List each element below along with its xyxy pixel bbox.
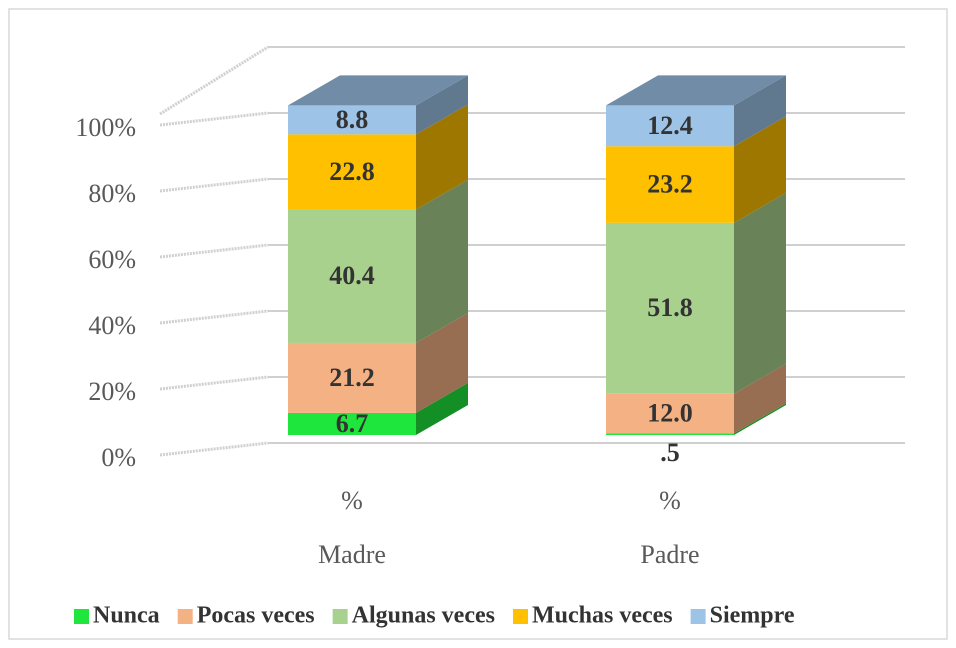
- bar-top: [288, 75, 468, 106]
- x-tick-unit: %: [659, 486, 681, 515]
- bar-side: [416, 104, 468, 210]
- bar-segment: [606, 105, 734, 147]
- bar-segment: [606, 222, 734, 394]
- legend-label: Siempre: [710, 603, 795, 629]
- data-label: .5: [660, 438, 680, 467]
- bar-side: [416, 382, 468, 435]
- bar-side: [416, 312, 468, 413]
- bar-segment: [288, 412, 416, 435]
- y-tick-label: 40%: [88, 311, 136, 340]
- y-tick-label: 100%: [75, 113, 136, 142]
- grid-line: [159, 177, 269, 193]
- legend-label: Nunca: [93, 603, 160, 629]
- bar-segment: [288, 134, 416, 210]
- bar-side: [734, 403, 786, 435]
- legend-swatch: [74, 609, 89, 624]
- x-tick-label: Padre: [640, 540, 699, 569]
- grid-line: [159, 375, 269, 391]
- grid-line: [159, 111, 269, 127]
- grid-line: [159, 243, 269, 259]
- bar-side: [734, 75, 786, 147]
- legend-label: Pocas veces: [197, 603, 315, 629]
- data-label: 51.8: [647, 293, 693, 322]
- bar-side: [734, 192, 786, 394]
- legend-swatch: [690, 609, 706, 624]
- legend-label: Algunas veces: [352, 603, 495, 629]
- bar-segment: [288, 342, 416, 413]
- data-label: 21.2: [329, 363, 375, 392]
- grid-line: [159, 441, 269, 457]
- bar-side: [734, 363, 786, 434]
- legend-swatch: [332, 609, 348, 624]
- data-label: 6.7: [336, 409, 369, 438]
- y-tick-label: 20%: [88, 377, 136, 406]
- bar-side: [734, 116, 786, 223]
- bar-side: [416, 179, 468, 343]
- data-label: 12.4: [647, 111, 693, 140]
- legend-swatch: [512, 609, 528, 624]
- data-label: 23.2: [647, 169, 693, 198]
- data-label: 40.4: [329, 261, 375, 290]
- y-tick-label: 0%: [101, 443, 136, 472]
- bar-top: [606, 75, 786, 106]
- y-tick-label: 80%: [88, 179, 136, 208]
- y-tick-label: 60%: [88, 245, 136, 274]
- bar-side: [416, 75, 468, 135]
- bar-segment: [288, 105, 416, 135]
- grid-line: [159, 309, 269, 325]
- data-label: 22.8: [329, 157, 375, 186]
- bar-segment: [606, 393, 734, 434]
- wall-top: [159, 45, 269, 116]
- bar-segment: [606, 433, 734, 435]
- legend-swatch: [177, 609, 193, 624]
- data-label: 8.8: [336, 105, 369, 134]
- data-label: 12.0: [647, 399, 693, 428]
- bar-segment: [288, 209, 416, 343]
- bar-segment: [606, 146, 734, 223]
- chart-frame: [8, 8, 948, 640]
- x-tick-unit: %: [341, 486, 363, 515]
- x-tick-label: Madre: [318, 540, 386, 569]
- legend-label: Muchas veces: [532, 603, 673, 629]
